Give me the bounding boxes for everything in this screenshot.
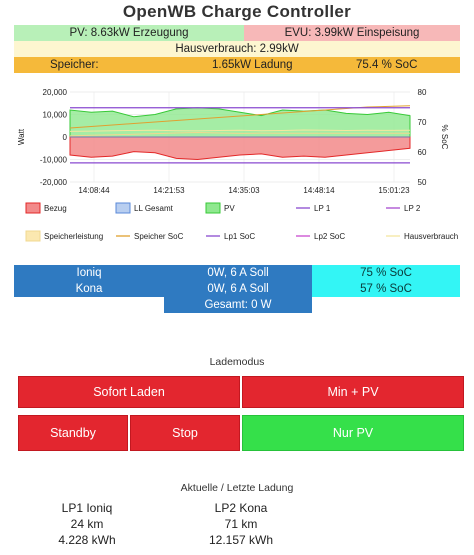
legend-label: Speicher SoC <box>134 232 184 241</box>
y2-tick-label: 70 <box>418 118 427 127</box>
y-tick-label: 0 <box>63 133 68 142</box>
power-chart[interactable]: 20,000 10,000 0 -10,000 -20,000 80 70 60 50 14:08… <box>14 82 460 262</box>
y2-tick-label: 80 <box>418 88 427 97</box>
vehicle-charge-ioniq: 0W, 6 A Soll <box>164 265 312 281</box>
speicher-power: 1.65kW Ladung <box>212 59 293 71</box>
legend-swatch <box>115 202 131 214</box>
x-tick-label: 14:21:53 <box>153 186 185 195</box>
legend-label: LL Gesamt <box>134 204 174 213</box>
y-tick-label: -10,000 <box>40 156 68 165</box>
y-axis-label: Watt <box>17 128 26 145</box>
lp2-summary: LP2 Kona 71 km 12.157 kWh <box>166 500 316 548</box>
lp1-summary: LP1 Ioniq 24 km 4.228 kWh <box>12 500 162 548</box>
lademodus-title: Lademodus <box>209 356 265 368</box>
series-hausverbrauch <box>69 129 411 132</box>
min-pv-button[interactable]: Min + PV <box>242 376 464 408</box>
legend-label: PV <box>224 204 235 213</box>
legend-label: LP 1 <box>314 204 331 213</box>
y2-axis-label: % SoC <box>440 125 449 150</box>
legend-swatch <box>25 230 41 242</box>
legend-label: Speicherleistung <box>44 232 103 241</box>
legend-label: Bezug <box>44 204 67 213</box>
lp1-kwh: 4.228 kWh <box>58 533 116 547</box>
vehicle-charge-kona: 0W, 6 A Soll <box>164 281 312 297</box>
speicher-soc: 75.4 % SoC <box>356 59 418 71</box>
legend-swatch <box>205 202 221 214</box>
series-speicherleistung <box>69 131 410 137</box>
y2-tick-label: 60 <box>418 148 427 157</box>
vehicle-table: Ioniq 0W, 6 A Soll 75 % SoC Kona 0W, 6 A… <box>14 265 460 313</box>
speicher-label: Speicher: <box>50 59 99 71</box>
y-tick-label: -20,000 <box>40 178 68 187</box>
legend-swatch <box>25 202 41 214</box>
x-tick-label: 15:01:23 <box>378 186 410 195</box>
x-tick-label: 14:08:44 <box>78 186 110 195</box>
x-tick-label: 14:48:14 <box>303 186 335 195</box>
hausverbrauch-status: Hausverbrauch: 2.99kW <box>14 41 460 57</box>
legend-label: Lp1 SoC <box>224 232 255 241</box>
series-bezug <box>69 136 411 161</box>
speicher-status: Speicher: 1.65kW Ladung 75.4 % SoC <box>14 57 460 73</box>
vehicle-soc-kona: 57 % SoC <box>312 281 460 297</box>
legend-label: Hausverbrauch <box>404 232 458 241</box>
y-tick-label: 20,000 <box>43 88 68 97</box>
y-tick-label: 10,000 <box>43 111 68 120</box>
legend-label: Lp2 SoC <box>314 232 345 241</box>
page-title: OpenWB Charge Controller <box>122 2 352 21</box>
lp2-km: 71 km <box>224 517 258 531</box>
power-chart-svg: 20,000 10,000 0 -10,000 -20,000 80 70 60 50 14:08… <box>17 88 458 242</box>
lp1-name: LP1 Ioniq <box>61 501 113 515</box>
gesamt-power: Gesamt: 0 W <box>164 297 312 313</box>
standby-button[interactable]: Standby <box>18 415 128 451</box>
vehicle-soc-ioniq: 75 % SoC <box>312 265 460 281</box>
vehicle-name-ioniq: Ioniq <box>14 265 164 281</box>
y2-tick-label: 50 <box>418 178 427 187</box>
lp1-km: 24 km <box>70 517 104 531</box>
nur-pv-button[interactable]: Nur PV <box>242 415 464 451</box>
lp2-kwh: 12.157 kWh <box>208 533 274 547</box>
lp2-name: LP2 Kona <box>214 501 268 515</box>
evu-status: EVU: 3.99kW Einspeisung <box>244 25 460 41</box>
letzte-ladung-title: Aktuelle / Letzte Ladung <box>180 482 294 494</box>
pv-status: PV: 8.63kW Erzeugung <box>14 25 244 41</box>
stop-button[interactable]: Stop <box>130 415 240 451</box>
vehicle-name-kona: Kona <box>14 281 164 297</box>
x-tick-label: 14:35:03 <box>228 186 260 195</box>
series-pv <box>69 107 411 138</box>
sofort-laden-button[interactable]: Sofort Laden <box>18 376 240 408</box>
legend-label: LP 2 <box>404 204 421 213</box>
